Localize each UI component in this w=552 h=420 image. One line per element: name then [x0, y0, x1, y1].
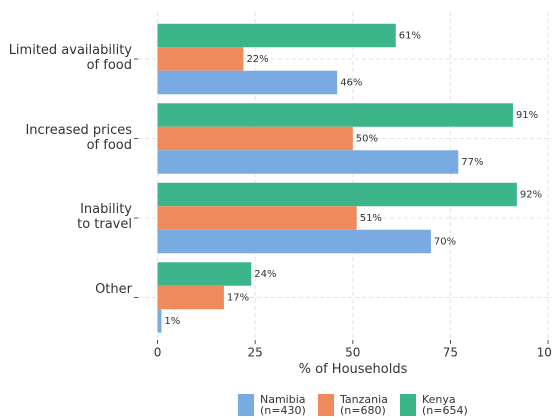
y-tick-label: Inability to travel — [77, 202, 132, 232]
x-tick-label: 0 — [154, 346, 162, 360]
bar — [157, 103, 513, 127]
legend-swatch — [238, 394, 254, 416]
value-label: 61% — [399, 31, 421, 42]
bar — [157, 70, 338, 95]
value-label: 17% — [227, 293, 249, 304]
legend-swatch — [400, 394, 416, 416]
value-label: 22% — [246, 54, 268, 65]
value-label: 91% — [516, 110, 538, 121]
legend-label: Kenya (n=654) — [422, 393, 468, 417]
bar — [157, 285, 224, 310]
value-label: 1% — [164, 316, 180, 327]
value-label: 77% — [461, 157, 483, 168]
bar — [157, 262, 252, 286]
x-axis-title: % of Households — [298, 362, 408, 377]
legend-item: Namibia (n=430) — [238, 394, 306, 416]
bar — [157, 229, 431, 254]
bar — [157, 309, 162, 333]
value-label: 24% — [254, 269, 276, 280]
legend-label: Tanzania (n=680) — [340, 393, 388, 417]
bar — [157, 47, 244, 71]
y-tick-label: Increased prices of food — [25, 122, 132, 153]
y-tick-label: Limited availability of food — [8, 43, 132, 73]
value-label: 46% — [340, 78, 362, 89]
legend-label: Namibia (n=430) — [260, 393, 306, 417]
legend-item: Tanzania (n=680) — [318, 394, 388, 416]
bar — [157, 206, 357, 230]
value-label: 51% — [360, 213, 382, 224]
bar — [157, 23, 396, 48]
y-tick-label: Other — [95, 281, 132, 297]
legend-swatch — [318, 394, 334, 416]
x-tick-label: 25 — [248, 346, 263, 360]
bar — [157, 150, 459, 174]
value-label: 92% — [520, 190, 542, 201]
x-tick-label: 50 — [345, 346, 360, 360]
bar — [157, 126, 353, 151]
value-label: 70% — [434, 237, 456, 248]
legend-item: Kenya (n=654) — [400, 394, 468, 416]
bar — [157, 182, 517, 207]
x-tick-label: 100 — [537, 346, 552, 360]
x-tick-label: 75 — [443, 346, 458, 360]
value-label: 50% — [356, 134, 378, 145]
